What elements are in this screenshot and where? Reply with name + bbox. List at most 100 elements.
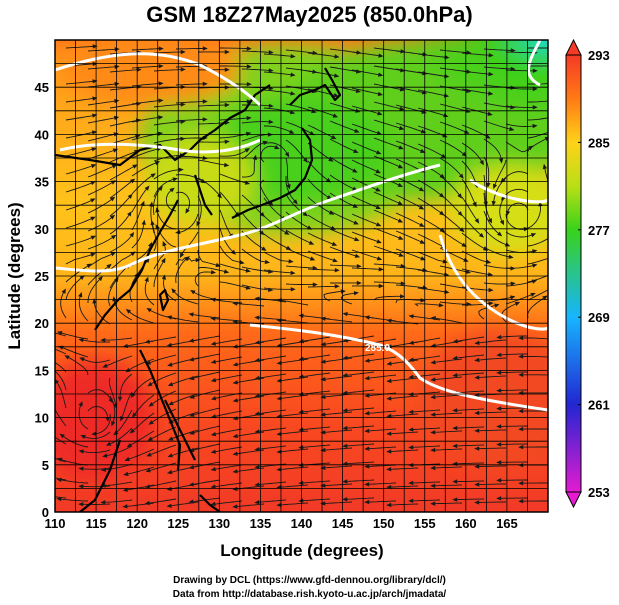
- streamline-arrow: [92, 298, 97, 304]
- streamline: [301, 444, 331, 448]
- streamline-arrow: [210, 449, 216, 454]
- streamline-arrow: [146, 308, 152, 313]
- streamline: [175, 191, 191, 212]
- streamline: [483, 282, 513, 285]
- streamline: [461, 52, 491, 56]
- streamline: [109, 165, 136, 181]
- streamline: [192, 407, 221, 416]
- streamline: [165, 189, 177, 212]
- x-tick-label: 140: [291, 516, 313, 531]
- streamline-arrow: [92, 79, 98, 84]
- streamline-arrow: [557, 295, 562, 300]
- streamline: [528, 83, 548, 85]
- streamline: [219, 117, 249, 121]
- streamline-arrow: [542, 163, 547, 170]
- streamline: [439, 229, 465, 246]
- streamline: [175, 118, 205, 122]
- streamline-arrow: [494, 303, 500, 308]
- colorbar-bar: [565, 54, 582, 493]
- streamline-arrow: [105, 441, 112, 446]
- streamline-arrow: [376, 150, 382, 155]
- streamline: [87, 389, 112, 401]
- streamline: [131, 161, 158, 177]
- streamline-arrow: [342, 443, 348, 449]
- streamline-arrow: [430, 412, 436, 417]
- streamline: [151, 222, 157, 252]
- streamline: [191, 443, 221, 451]
- streamline-arrow: [496, 460, 502, 465]
- streamline: [127, 448, 155, 461]
- streamline-arrow: [175, 229, 181, 235]
- streamline-arrow: [303, 157, 308, 163]
- streamline: [351, 195, 379, 209]
- streamline-arrow: [268, 50, 274, 55]
- streamline: [433, 466, 463, 469]
- streamline: [87, 117, 117, 124]
- streamline-arrow: [474, 464, 480, 469]
- streamline: [395, 68, 425, 74]
- streamline: [131, 203, 144, 231]
- streamline: [301, 498, 331, 502]
- streamline: [411, 409, 441, 413]
- streamline: [455, 336, 485, 343]
- streamline: [351, 87, 381, 95]
- streamline-arrow: [100, 500, 106, 505]
- streamline: [439, 175, 461, 197]
- streamline: [505, 123, 535, 127]
- streamline-arrow: [532, 123, 538, 129]
- streamline-arrow: [418, 205, 425, 210]
- streamline: [178, 213, 199, 233]
- streamline-arrow: [331, 241, 338, 246]
- x-tick-label: 160: [455, 516, 477, 531]
- streamline: [60, 290, 67, 319]
- streamline-arrow: [80, 434, 86, 439]
- streamline: [505, 87, 535, 90]
- streamline-arrow: [364, 499, 370, 505]
- streamline-arrow: [430, 483, 436, 488]
- streamline-arrow: [246, 64, 252, 69]
- streamline: [389, 431, 419, 435]
- streamline: [65, 217, 94, 229]
- streamline: [65, 131, 95, 139]
- streamline: [411, 337, 441, 344]
- streamline-arrow: [397, 218, 404, 223]
- streamline-arrow: [110, 252, 116, 257]
- streamline: [213, 464, 243, 470]
- streamline: [367, 464, 397, 468]
- streamline-arrow: [254, 447, 260, 452]
- streamline-arrow: [167, 382, 174, 387]
- streamline-arrow: [180, 67, 186, 72]
- streamline: [149, 426, 177, 440]
- streamline-arrow: [102, 363, 108, 368]
- streamline-arrow: [78, 484, 84, 489]
- streamline: [87, 66, 117, 70]
- streamline: [483, 138, 502, 161]
- streamline: [147, 498, 177, 504]
- streamline: [153, 243, 166, 270]
- streamline-arrow: [254, 429, 260, 434]
- streamline-arrow: [166, 503, 172, 508]
- streamline-arrow: [486, 182, 491, 188]
- streamline-arrow: [298, 409, 304, 414]
- streamline-arrow: [518, 426, 524, 432]
- streamline-arrow: [554, 115, 559, 119]
- streamline: [527, 117, 548, 121]
- streamline: [65, 181, 94, 193]
- streamline-arrow: [78, 502, 84, 507]
- streamline: [345, 389, 375, 394]
- streamline-arrow: [162, 240, 167, 247]
- streamline: [477, 375, 507, 379]
- streamline-arrow: [408, 480, 414, 486]
- streamline-arrow: [320, 359, 326, 364]
- streamline-arrow: [148, 402, 154, 407]
- streamline: [373, 281, 403, 285]
- streamline-arrow: [106, 263, 112, 269]
- streamline-arrow: [100, 337, 106, 343]
- streamline-arrow: [320, 377, 326, 382]
- streamline: [373, 65, 403, 71]
- streamline-arrow: [496, 388, 502, 393]
- streamline: [411, 481, 441, 484]
- streamline: [329, 66, 359, 73]
- streamline: [307, 196, 332, 214]
- streamline-arrow: [498, 158, 504, 164]
